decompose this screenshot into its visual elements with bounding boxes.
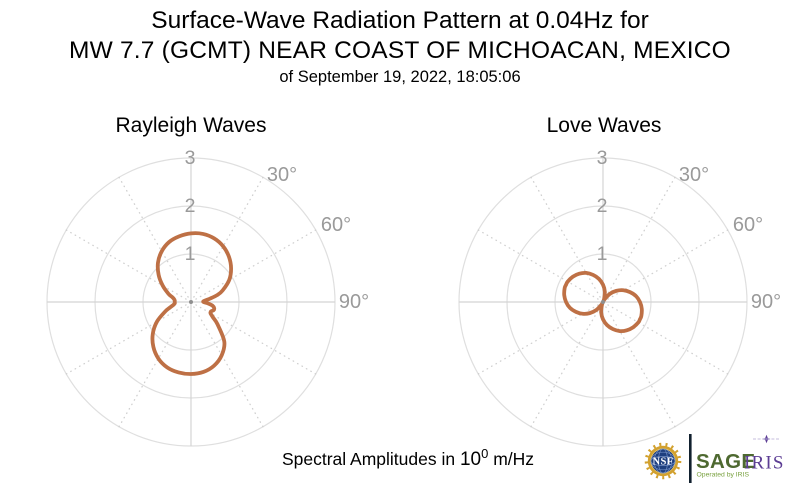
sage-logo-subtext: Operated by IRIS: [697, 472, 750, 479]
polar-grid-spoke: [530, 176, 601, 298]
plot-center-dot: [601, 300, 605, 304]
caption-base-number: 10: [459, 449, 482, 470]
rayleigh-plot-title: Rayleigh Waves: [115, 114, 267, 137]
polar-grid-spoke: [530, 306, 601, 428]
polar-grid-spoke: [605, 306, 676, 428]
nsf-logo: NSF: [644, 442, 682, 480]
angle-tick-label: 60°: [321, 214, 351, 236]
radial-tick-label: 2: [185, 195, 196, 217]
radial-tick-label: 1: [597, 243, 608, 265]
polar-grid-spoke: [477, 229, 599, 300]
logo-block: NSF SAGE Operated by IRIS IRIS: [644, 434, 785, 483]
radial-tick-label: 3: [597, 147, 608, 169]
angle-tick-label: 90°: [751, 291, 781, 313]
polar-grid-spoke: [65, 304, 187, 375]
angle-tick-label: 60°: [733, 214, 763, 236]
title-line-1: Surface-Wave Radiation Pattern at 0.04Hz…: [151, 7, 649, 34]
figure-title: Surface-Wave Radiation Pattern at 0.04Hz…: [0, 6, 800, 88]
angle-tick-label: 90°: [339, 291, 369, 313]
iris-logo-text: IRIS: [744, 453, 785, 474]
angle-tick-label: 30°: [267, 164, 297, 186]
logo-divider: [689, 434, 692, 483]
polar-grid-spoke: [607, 304, 729, 375]
angle-tick-label: 30°: [679, 164, 709, 186]
radiation-pattern-curve: [562, 270, 644, 334]
radial-tick-label: 2: [597, 195, 608, 217]
love-plot-title: Love Waves: [546, 114, 662, 137]
plot-center-dot: [189, 300, 193, 304]
radiation-pattern-curve: [150, 231, 233, 376]
love-polar-plot: 1 2 3 30° 60° 90°: [458, 147, 781, 447]
radial-tick-label: 3: [185, 147, 196, 169]
caption-text: Spectral Amplitudes in: [281, 449, 460, 469]
iris-compass-icon: [753, 434, 780, 444]
polar-grid-spoke: [193, 306, 264, 428]
amplitude-units-caption: Spectral Amplitudes in 100 m/Hz: [281, 446, 535, 471]
nsf-globe-gridlines: [650, 448, 676, 474]
radial-tick-label: 1: [185, 243, 196, 265]
title-line-2: MW 7.7 (GCMT) NEAR COAST OF MICHOACAN, M…: [69, 37, 731, 64]
polar-grid-spoke: [65, 229, 187, 300]
caption-suffix: m/Hz: [488, 449, 535, 469]
title-line-3: of September 19, 2022, 18:05:06: [279, 68, 521, 86]
nsf-logo-text: NSF: [652, 457, 673, 468]
sage-logo-text: SAGE: [696, 450, 755, 473]
nsf-starburst-ring: [644, 442, 682, 480]
caption-exponent: 0: [481, 446, 489, 462]
rayleigh-polar-plot: 1 2 3 30° 60° 90°: [46, 147, 369, 447]
polar-grid-spoke: [605, 176, 676, 298]
